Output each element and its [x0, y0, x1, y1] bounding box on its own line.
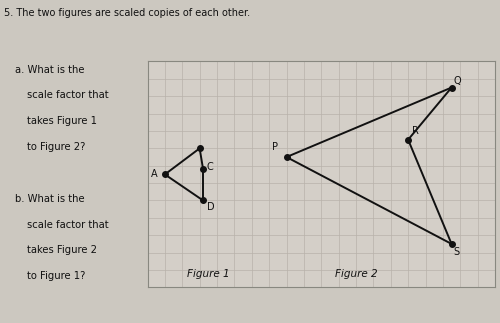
Text: Figure 2: Figure 2	[334, 269, 378, 279]
Text: takes Figure 1: takes Figure 1	[26, 116, 96, 126]
Text: Q: Q	[454, 76, 461, 86]
Text: 5. The two figures are scaled copies of each other.: 5. The two figures are scaled copies of …	[4, 8, 250, 18]
Text: Figure 1: Figure 1	[187, 269, 230, 279]
Text: scale factor that: scale factor that	[26, 220, 108, 230]
Text: D: D	[206, 202, 214, 212]
Text: A: A	[152, 170, 158, 179]
Text: S: S	[454, 247, 460, 257]
Text: b. What is the: b. What is the	[15, 194, 84, 204]
Text: to Figure 1?: to Figure 1?	[26, 271, 85, 281]
Text: takes Figure 2: takes Figure 2	[26, 245, 96, 255]
Text: R: R	[412, 126, 418, 136]
Text: scale factor that: scale factor that	[26, 90, 108, 100]
Text: to Figure 2?: to Figure 2?	[26, 142, 85, 152]
Text: a. What is the: a. What is the	[15, 65, 84, 75]
Text: C: C	[206, 162, 214, 172]
Text: P: P	[272, 142, 278, 152]
